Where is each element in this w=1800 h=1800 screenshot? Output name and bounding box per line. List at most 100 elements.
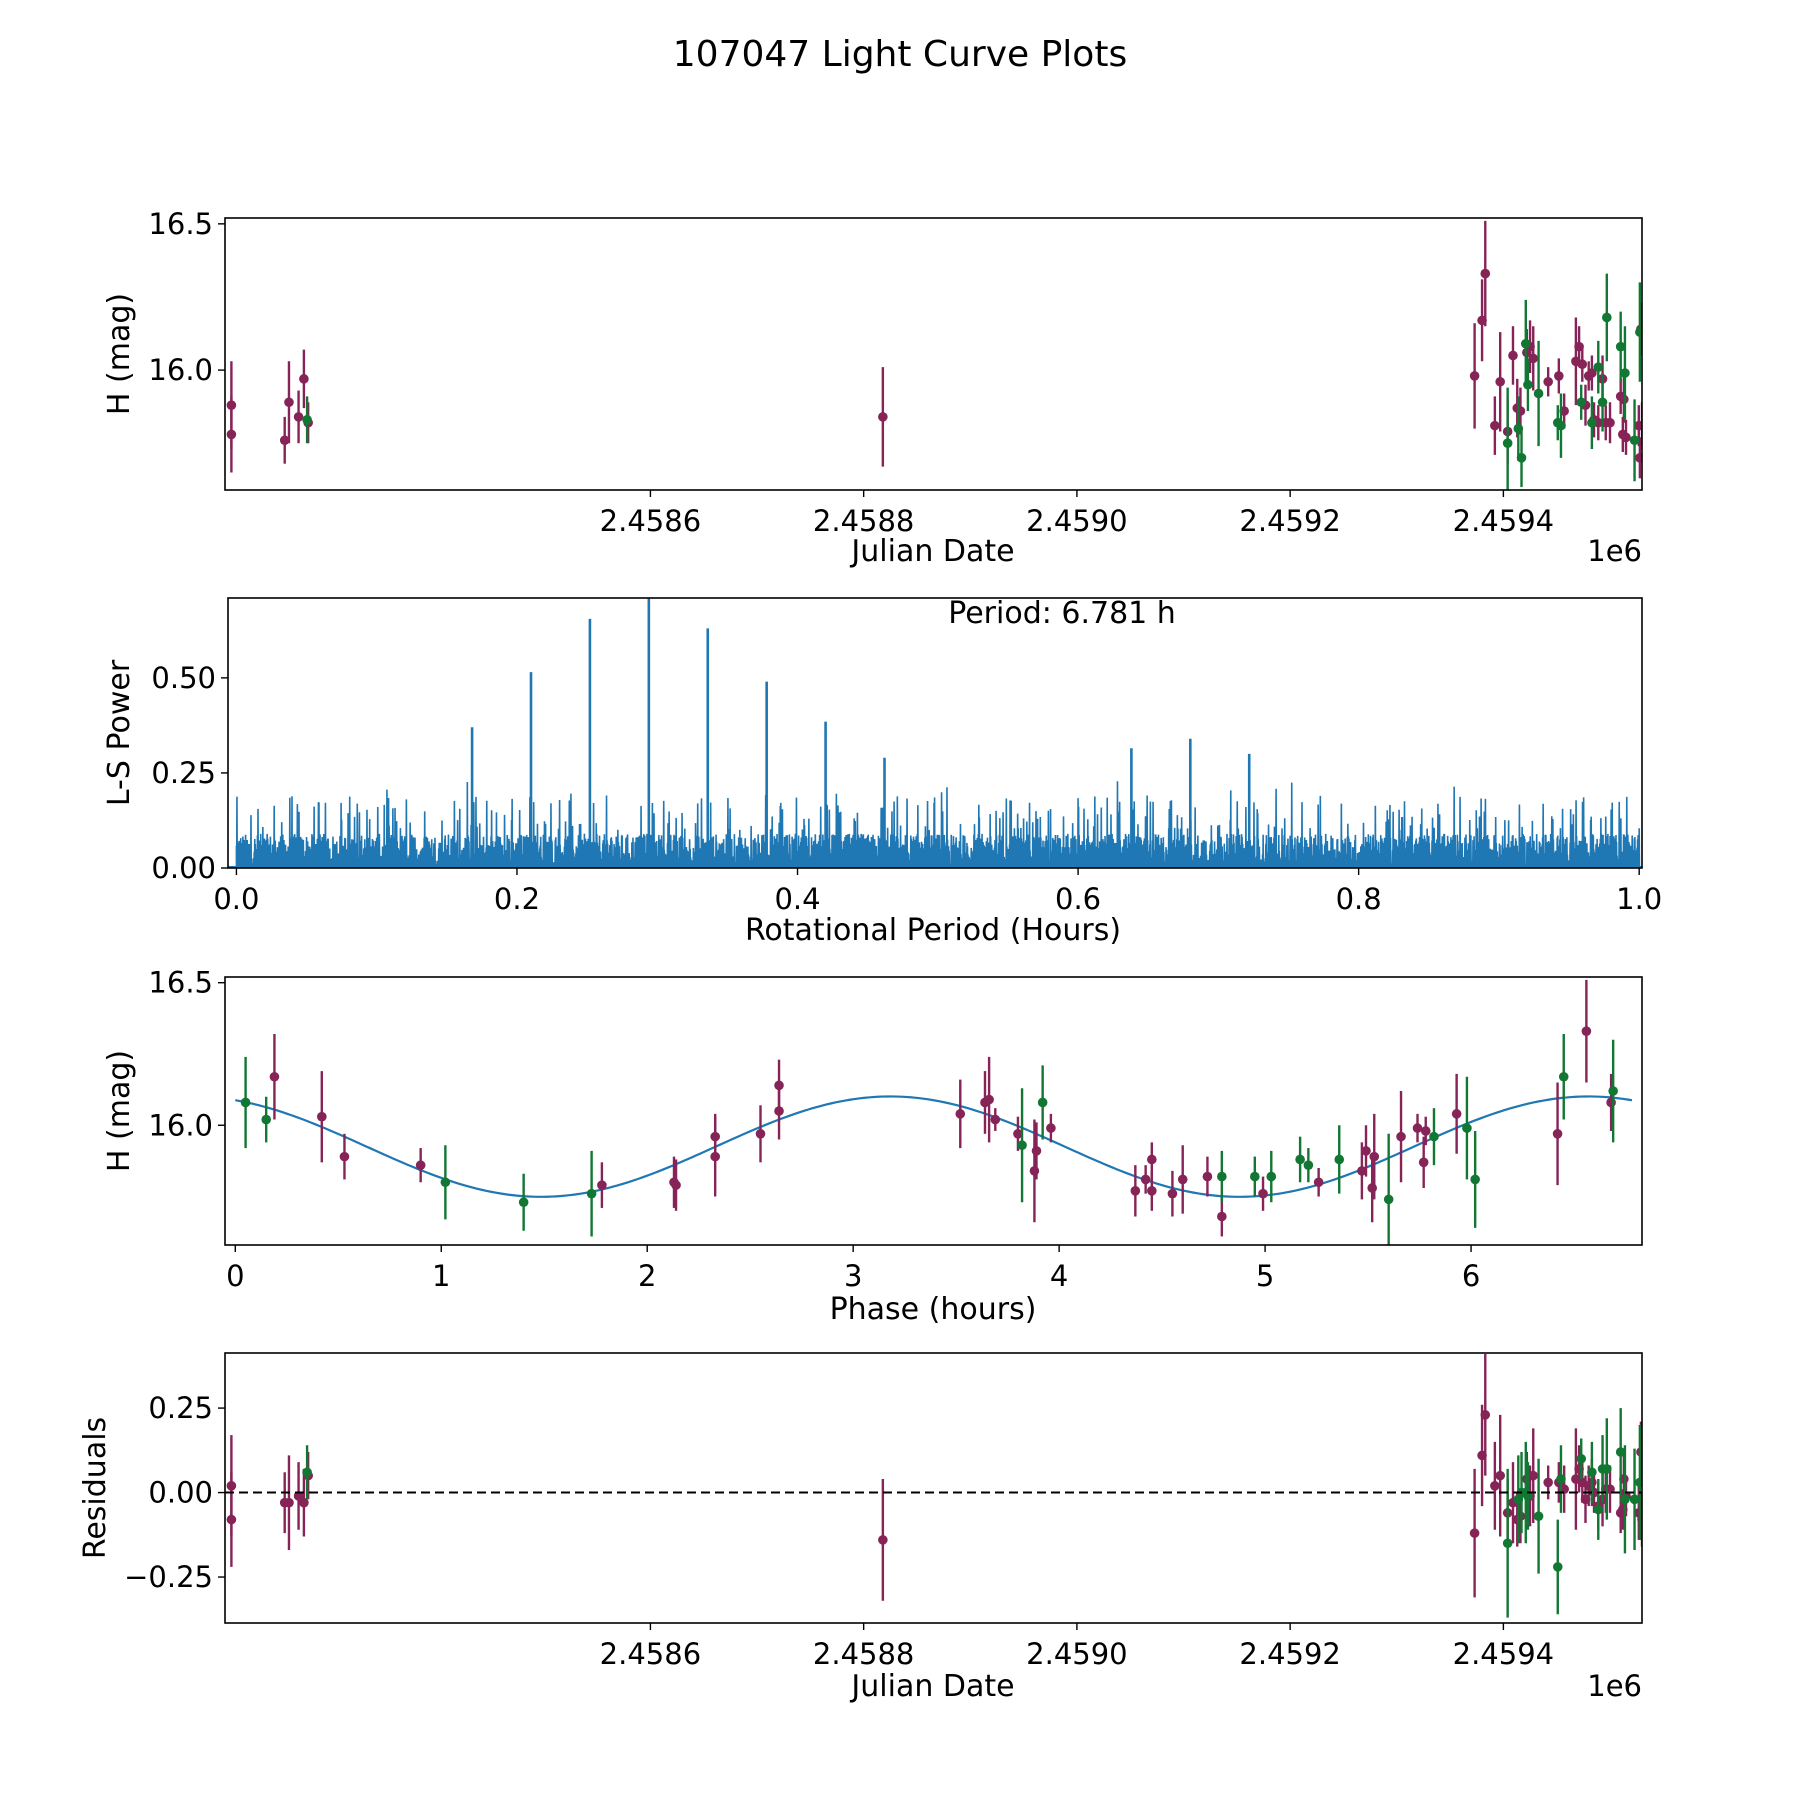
periodogram-x-ticks: 0.0 0.2 0.4 0.6 0.8 1.0	[213, 868, 1662, 916]
filter-b-data-point	[1629, 435, 1640, 446]
filter-a-data-point	[284, 397, 294, 408]
filter-a-data-point	[299, 1497, 309, 1508]
filter-a-data-point	[1606, 1097, 1616, 1108]
filter-a-data-point	[1637, 420, 1642, 431]
filter-a-data-point	[1367, 1183, 1377, 1193]
y-tick-label: 0.50	[151, 661, 216, 695]
x-tick-label: 2.4588	[813, 1637, 914, 1671]
x-tick-label: 2.4592	[1239, 504, 1340, 538]
filter-b-data-point	[1249, 1171, 1260, 1182]
filter-b-data-point	[1602, 1464, 1612, 1474]
residuals-x-label: Julian Date	[849, 1669, 1014, 1704]
filter-b-data-point	[1556, 420, 1566, 431]
x-tick-label: 2	[638, 1259, 656, 1293]
filter-b-data-point	[1620, 1494, 1630, 1505]
filter-a-data-point	[1147, 1154, 1157, 1165]
phased-y-ticks: 16.0 16.5	[148, 966, 225, 1142]
filter-a-data-point	[1577, 359, 1588, 370]
filter-a-data-point	[1202, 1171, 1213, 1182]
filter-a-data-point	[1469, 1528, 1480, 1538]
filter-a-data-point	[1554, 371, 1564, 381]
filter-b-data-point	[1217, 1171, 1227, 1182]
x-tick-label: 2.4592	[1239, 1637, 1340, 1671]
lightcurve-panel: 2.4586 2.4588 2.4590 2.4592 2.4594 16.016.5 …	[102, 207, 1643, 569]
periodogram-y-label: L-S Power	[102, 659, 137, 806]
filter-a-data-point	[1469, 371, 1480, 381]
filter-a-data-point	[597, 1180, 607, 1190]
filter-b-data-point	[586, 1188, 597, 1199]
x-tick-label: 1	[432, 1259, 450, 1293]
phased-marks	[235, 979, 1633, 1245]
filter-a-data-point	[1031, 1146, 1042, 1156]
filter-b-data-point	[1608, 1086, 1618, 1096]
filter-a-data-point	[1490, 420, 1500, 431]
filter-b-data-point	[1629, 1494, 1640, 1505]
filter-a-data-point	[339, 1151, 350, 1162]
filter-b-data-point	[1520, 338, 1531, 349]
periodogram-panel: 0.0 0.2 0.4 0.6 0.8 1.0 0.00 0.25 0.50 Period: …	[102, 596, 1662, 948]
filter-a-data-point	[1357, 1166, 1367, 1176]
periodogram-x-label: Rotational Period (Hours)	[745, 913, 1121, 948]
filter-a-data-point	[955, 1109, 966, 1119]
filter-a-data-point	[1147, 1186, 1157, 1196]
period-annotation: Period: 6.781 h	[948, 596, 1176, 631]
filter-b-data-point	[1533, 1511, 1544, 1522]
filter-a-data-point	[1013, 1129, 1023, 1139]
filter-a-data-point	[1543, 376, 1553, 387]
filter-b-data-point	[261, 1114, 271, 1125]
filter-b-data-point	[1635, 327, 1642, 337]
fit-curve	[235, 1095, 1633, 1198]
filter-a-data-point	[1621, 432, 1631, 443]
filter-a-data-point	[1528, 353, 1539, 364]
phased-x-label: Phase (hours)	[830, 1292, 1037, 1327]
residuals-axes-frame	[224, 1352, 1643, 1624]
x-tick-label: 0.6	[1055, 882, 1101, 916]
residuals-x-offset-label: 1e6	[1587, 1669, 1642, 1703]
filter-a-data-point	[1167, 1188, 1178, 1199]
filter-a-data-point	[1361, 1146, 1371, 1156]
x-tick-label: 3	[844, 1259, 862, 1293]
filter-a-data-point	[1528, 1470, 1539, 1481]
x-tick-label: 2.4594	[1453, 1637, 1554, 1671]
filter-b-data-point	[1295, 1154, 1305, 1165]
filter-b-data-point	[1552, 1562, 1563, 1572]
filter-a-data-point	[755, 1129, 766, 1139]
filter-a-data-point	[1418, 1157, 1429, 1168]
filter-b-data-point	[1516, 453, 1527, 463]
filter-a-data-point	[990, 1114, 1001, 1125]
filter-a-data-point	[293, 412, 304, 422]
filter-b-data-point	[440, 1177, 451, 1188]
residuals-x-ticks: 2.4586 2.4588 2.4590 2.4592 2.4594	[600, 1623, 1554, 1671]
filter-a-data-point	[984, 1094, 994, 1105]
filter-a-data-point	[269, 1071, 280, 1082]
filter-b-data-point	[1635, 1477, 1642, 1488]
filter-a-data-point	[671, 1180, 681, 1190]
y-tick-label: 0.00	[148, 1476, 213, 1510]
phased-y-label: H (mag)	[102, 1050, 137, 1172]
y-tick-label: 16.0	[148, 353, 213, 387]
filter-a-data-point	[1543, 1477, 1553, 1488]
filter-a-data-point	[710, 1151, 720, 1162]
filter-b-data-point	[1576, 397, 1587, 408]
filter-a-data-point	[1480, 1410, 1491, 1420]
x-tick-label: 2.4590	[1026, 504, 1127, 538]
filter-b-data-point	[1533, 388, 1544, 399]
filter-a-data-point	[1508, 350, 1518, 361]
filter-a-data-point	[415, 1160, 426, 1170]
filter-b-data-point	[1597, 397, 1608, 408]
filter-a-data-point	[1217, 1211, 1227, 1222]
periodogram-line	[235, 781, 1641, 868]
x-tick-label: 2.4594	[1453, 504, 1554, 538]
filter-a-data-point	[1130, 1186, 1141, 1196]
filter-b-data-point	[1037, 1097, 1048, 1108]
filter-a-data-point	[1140, 1174, 1151, 1185]
x-tick-label: 0.4	[774, 882, 820, 916]
filter-b-data-point	[1620, 368, 1630, 378]
lightcurve-x-ticks: 2.4586 2.4588 2.4590 2.4592 2.4594	[600, 490, 1554, 538]
filter-b-data-point	[1615, 341, 1626, 352]
filter-a-data-point	[284, 1497, 294, 1508]
filter-a-data-point	[1258, 1188, 1268, 1199]
residuals-marks	[225, 1354, 1642, 1618]
x-tick-label: 2.4586	[600, 504, 701, 538]
